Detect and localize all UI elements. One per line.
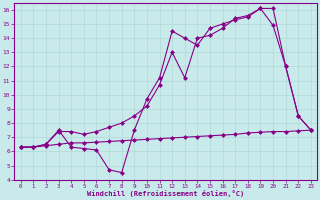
- X-axis label: Windchill (Refroidissement éolien,°C): Windchill (Refroidissement éolien,°C): [87, 190, 244, 197]
